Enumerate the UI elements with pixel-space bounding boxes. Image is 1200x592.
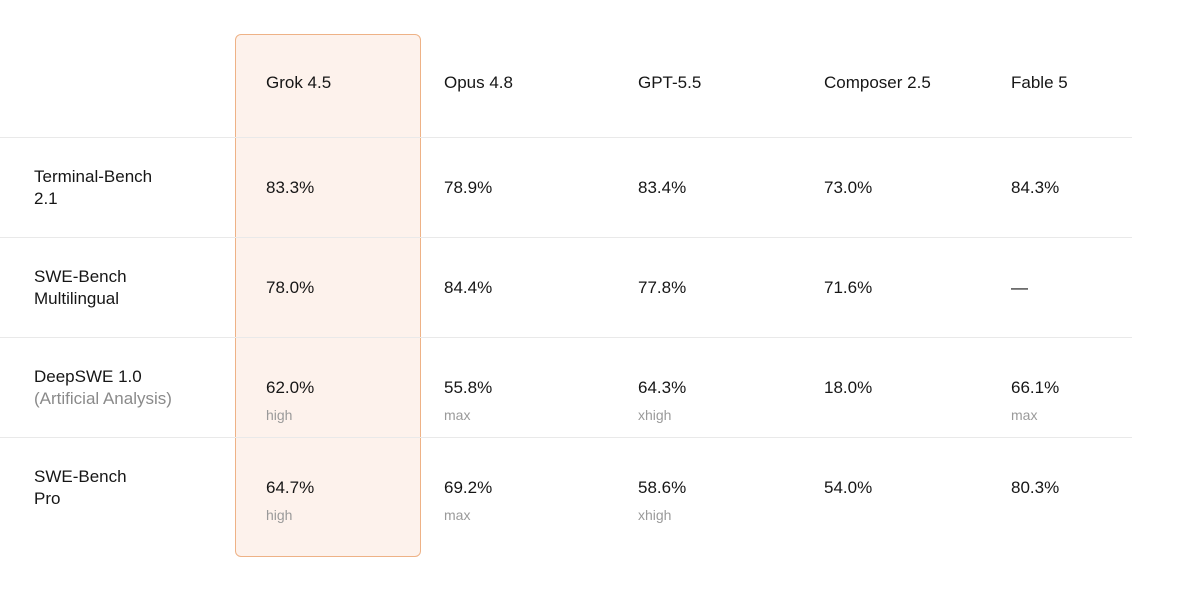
- column-header: Grok 4.5: [266, 73, 332, 92]
- row-sublabel: (Artificial Analysis): [34, 389, 172, 408]
- cell-value: 66.1%: [1011, 378, 1060, 397]
- cell-value: 71.6%: [824, 278, 873, 297]
- row-label: Multilingual: [34, 289, 120, 308]
- cell-value: 64.3%: [638, 378, 687, 397]
- cell-value: 58.6%: [638, 478, 687, 497]
- cell-note: high: [266, 407, 293, 423]
- cell-value: 80.3%: [1011, 478, 1060, 497]
- cell-value: 54.0%: [824, 478, 873, 497]
- row-label: SWE-Bench: [34, 467, 127, 486]
- cell-value: 64.7%: [266, 478, 315, 497]
- row-label: DeepSWE 1.0: [34, 367, 142, 386]
- cell-value: 84.3%: [1011, 178, 1060, 197]
- cell-note: max: [444, 407, 471, 423]
- row-separator: [0, 137, 1132, 138]
- row-separator: [0, 437, 1132, 438]
- cell-value: 77.8%: [638, 278, 687, 297]
- column-header: Fable 5: [1011, 73, 1068, 92]
- cell-note: xhigh: [638, 507, 672, 523]
- cell-value: 73.0%: [824, 178, 873, 197]
- cell-value: 69.2%: [444, 478, 493, 497]
- cell-value: —: [1011, 278, 1028, 297]
- highlight-column: [235, 34, 421, 557]
- column-header: Composer 2.5: [824, 73, 931, 92]
- row-separator: [0, 237, 1132, 238]
- row-label: SWE-Bench: [34, 267, 127, 286]
- cell-note: max: [1011, 407, 1038, 423]
- cell-value: 78.0%: [266, 278, 315, 297]
- row-separator: [0, 337, 1132, 338]
- row-label: 2.1: [34, 189, 58, 208]
- cell-value: 78.9%: [444, 178, 493, 197]
- row-label: Terminal-Bench: [34, 167, 153, 186]
- cell-value: 18.0%: [824, 378, 873, 397]
- cell-value: 84.4%: [444, 278, 493, 297]
- cell-note: max: [444, 507, 471, 523]
- column-header: Opus 4.8: [444, 73, 513, 92]
- cell-note: xhigh: [638, 407, 672, 423]
- cell-value: 83.4%: [638, 178, 687, 197]
- column-header: GPT-5.5: [638, 73, 702, 92]
- cell-note: high: [266, 507, 293, 523]
- cell-value: 55.8%: [444, 378, 493, 397]
- row-label: Pro: [34, 489, 61, 508]
- cell-value: 83.3%: [266, 178, 315, 197]
- cell-value: 62.0%: [266, 378, 315, 397]
